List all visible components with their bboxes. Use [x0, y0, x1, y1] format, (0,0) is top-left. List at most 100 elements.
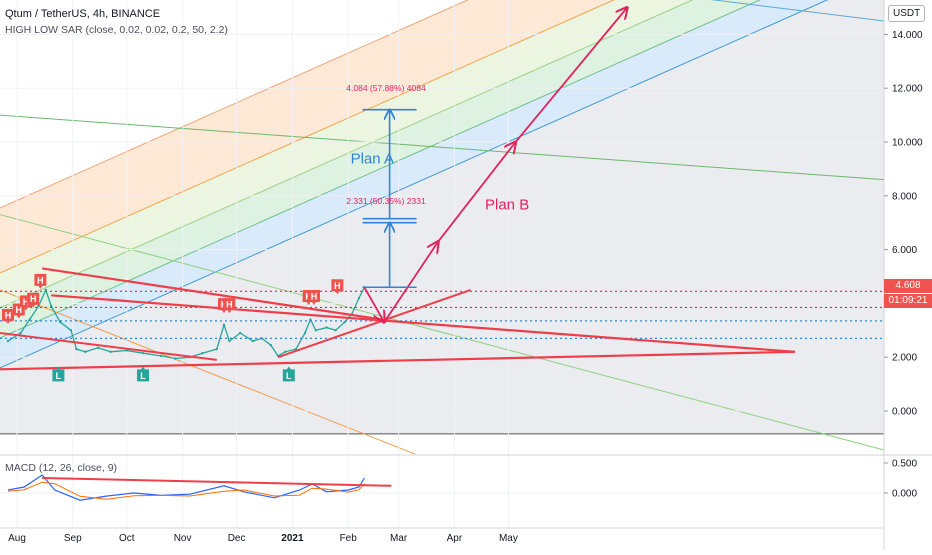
sar-marker-label: H — [334, 281, 341, 291]
price-point — [357, 296, 361, 300]
projection-arrow — [383, 242, 438, 323]
time-tick-label: Aug — [8, 533, 26, 544]
sar-marker-shape — [34, 273, 47, 289]
descending-orange-line — [0, 289, 416, 455]
price-point — [269, 343, 272, 347]
price-point — [343, 321, 346, 324]
sar-low-marker[interactable]: L — [137, 366, 149, 382]
sar-marker-shape — [308, 290, 320, 306]
price-point — [59, 321, 62, 324]
price-point — [75, 347, 78, 351]
price-point — [239, 331, 242, 335]
sar-marker-label: L — [140, 371, 146, 381]
sar-marker-label: H — [30, 294, 37, 304]
last-price-badge: 4.608 — [884, 279, 932, 293]
sar-high-marker[interactable]: H — [223, 298, 236, 314]
measure-large-label: 4.084 (57.88%) 4084 — [346, 83, 426, 93]
price-point — [251, 339, 254, 343]
sar-marker-shape — [331, 279, 344, 295]
price-point — [19, 331, 22, 335]
plan-b-label: Plan B — [485, 196, 529, 213]
price-point — [125, 349, 128, 352]
price-point — [50, 304, 53, 308]
plan-a-label: Plan A — [351, 151, 394, 168]
sar-low-marker[interactable]: L — [52, 366, 65, 382]
time-tick-label: Sep — [64, 533, 82, 544]
measure-small-label: 2.331 (50.35%) 2331 — [346, 196, 426, 206]
price-point — [222, 323, 226, 327]
price-point — [228, 339, 231, 343]
countdown-badge: 01:09:21 — [884, 294, 932, 308]
price-point — [174, 357, 177, 360]
projection-arrow — [363, 286, 384, 322]
price-point — [325, 326, 328, 329]
price-point — [201, 351, 204, 355]
sar-marker-shape — [282, 366, 295, 382]
sar-marker-shape — [27, 292, 40, 308]
sar-marker-label: H — [37, 275, 44, 285]
time-tick-label: May — [499, 533, 518, 544]
price-point — [96, 346, 100, 349]
time-tick-label: Nov — [174, 533, 192, 544]
price-point — [284, 350, 287, 354]
macd-series-line[interactable] — [7, 474, 365, 501]
price-point — [314, 329, 317, 332]
time-tick-label: Apr — [447, 533, 463, 544]
price-point — [303, 331, 307, 335]
time-tick-label: Feb — [340, 533, 358, 544]
drawings-layer: Plan A Plan B 4.084 (57.88%) 4084 2.331 (50… — [0, 8, 884, 487]
price-point — [141, 351, 145, 355]
wedge-upper-trendline — [51, 294, 796, 353]
macd-tick-label: 0.500 — [892, 459, 917, 470]
sar-marker-label: L — [56, 371, 62, 381]
sar-marker-label: H — [311, 292, 318, 302]
pitchfork-line — [0, 0, 761, 339]
upper-blue-line — [710, 0, 884, 22]
time-tick-label: Mar — [390, 533, 408, 544]
sar-high-marker[interactable]: H — [34, 273, 47, 289]
price-point — [159, 354, 163, 358]
currency-button[interactable]: USDT — [888, 5, 926, 22]
time-tick-label: 2021 — [281, 533, 304, 544]
price-point — [28, 318, 31, 321]
price-tick-label: 8.000 — [892, 191, 917, 202]
price-point — [215, 347, 218, 351]
price-tick-label: 10.000 — [892, 138, 923, 149]
time-tick-label: Oct — [119, 533, 135, 544]
sar-marker-shape — [223, 298, 236, 314]
sar-marker-label: H — [16, 305, 23, 315]
macd-indicator-legend[interactable]: MACD (12, 26, close, 9) — [5, 462, 118, 474]
grey-band — [0, 0, 884, 434]
sar-marker-label: H — [226, 300, 233, 310]
sar-indicator-legend[interactable]: HIGH LOW SAR (close, 0.02, 0.02, 0.2, 50… — [5, 24, 228, 36]
left-lower-trendline — [0, 331, 217, 361]
price-tick-label: 6.000 — [892, 245, 917, 256]
sar-high-marker[interactable]: H — [331, 279, 344, 295]
sar-high-marker[interactable]: H — [308, 290, 320, 306]
sar-marker-label: L — [286, 371, 292, 381]
pitchfork-line — [0, 0, 615, 274]
sar-marker-shape — [2, 308, 14, 324]
pitchfork-layer — [0, 0, 884, 455]
price-tick-label: 2.000 — [892, 353, 917, 364]
sar-high-marker[interactable]: H — [27, 292, 40, 308]
sar-marker-label: H — [5, 310, 12, 320]
macd-trendline — [42, 477, 392, 487]
support-trendline — [0, 350, 796, 371]
sar-low-marker[interactable]: L — [282, 366, 295, 382]
sar-marker-shape — [52, 366, 65, 382]
grid-layer — [0, 0, 884, 528]
time-tick-label: Dec — [228, 533, 246, 544]
pitchfork-line — [0, 0, 694, 309]
price-tick-label: 0.000 — [892, 407, 917, 418]
descending-green-line — [0, 114, 884, 181]
symbol-title: Qtum / TetherUS, 4h, BINANCE — [5, 8, 161, 20]
sar-marker-label: H — [23, 297, 30, 307]
sar-high-marker[interactable]: H — [2, 308, 14, 324]
resistance-trendline — [42, 267, 383, 321]
price-point — [37, 304, 40, 308]
price-point — [334, 329, 337, 332]
